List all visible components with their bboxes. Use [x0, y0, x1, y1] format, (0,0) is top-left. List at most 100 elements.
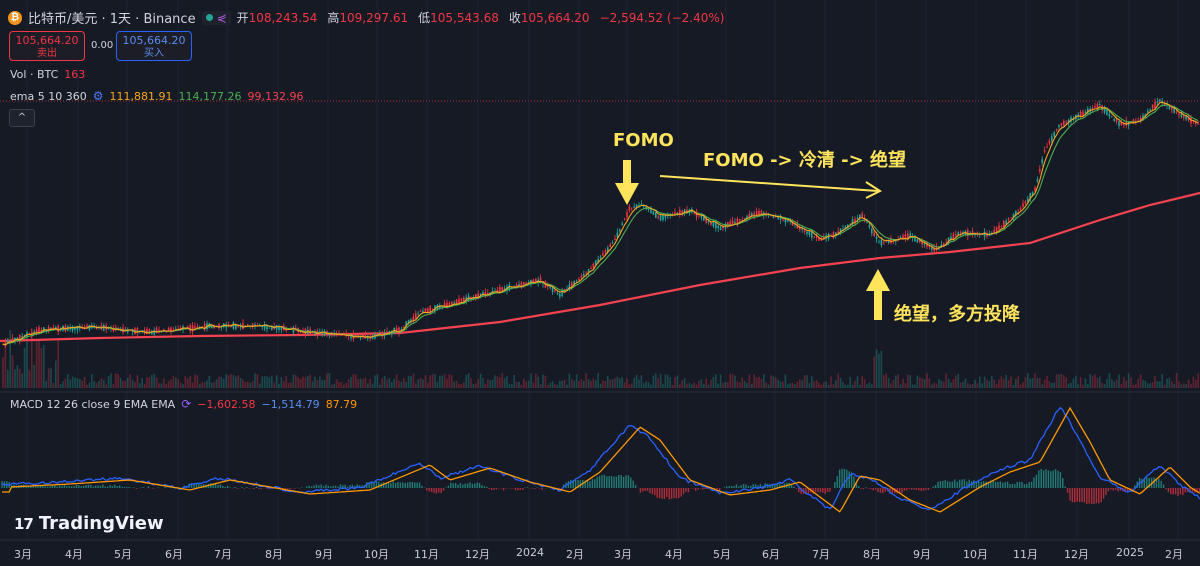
- macd-signal-line: [2, 406, 1200, 513]
- macd-hist-bar: [951, 481, 954, 488]
- candle-body: [371, 335, 374, 340]
- candle-body: [194, 326, 196, 329]
- volume-bar: [141, 378, 143, 388]
- macd-line: [1, 406, 1200, 511]
- volume-bar: [698, 380, 700, 388]
- macd-hist-bar: [1112, 488, 1114, 491]
- macd-hist-bar: [1026, 483, 1028, 488]
- volume-bar: [350, 376, 352, 388]
- time-axis-label: 8月: [863, 548, 881, 561]
- macd-hist-bar: [1131, 488, 1134, 489]
- macd-hist-bar: [44, 486, 46, 488]
- macd-hist-bar: [1033, 477, 1035, 488]
- macd-hist-bar: [1177, 488, 1179, 496]
- volume-bar: [1022, 382, 1024, 388]
- candle-body: [439, 305, 441, 309]
- volume-legend[interactable]: Vol · BTC 163: [10, 68, 85, 81]
- candle-body: [597, 258, 599, 263]
- volume-bar: [758, 376, 760, 388]
- macd-hist-bar: [32, 486, 34, 488]
- candle-body: [779, 216, 782, 220]
- sell-button[interactable]: 105,664.20 卖出: [9, 31, 85, 61]
- symbol-title[interactable]: 比特币/美元 · 1天 · Binance: [28, 12, 196, 27]
- macd-hist-bar: [214, 482, 217, 488]
- candle-body: [155, 328, 158, 334]
- volume-bar: [1029, 378, 1031, 388]
- macd-legend[interactable]: MACD 12 26 close 9 EMA EMA ⟳ −1,602.58 −…: [10, 397, 357, 411]
- candle-body: [883, 242, 885, 243]
- macd-hist-bar: [397, 481, 399, 488]
- volume-bar: [259, 383, 261, 388]
- macd-hist-bar: [210, 483, 212, 488]
- tradingview-logo[interactable]: 17 TradingView: [14, 513, 164, 534]
- volume-bar: [811, 376, 813, 388]
- macd-hist-bar: [836, 476, 838, 488]
- candle-body: [251, 323, 254, 328]
- candle-body: [1183, 116, 1185, 118]
- volume-bar: [455, 380, 458, 388]
- macd-hist-bar: [706, 488, 709, 490]
- settings-icon[interactable]: ⚙: [92, 89, 104, 103]
- macd-hist-bar: [1059, 472, 1062, 488]
- time-axis-label: 3月: [14, 548, 32, 561]
- candle-body: [1180, 113, 1183, 118]
- share-icon[interactable]: ⋞: [216, 10, 227, 25]
- volume-bar: [645, 381, 647, 388]
- candle-body: [518, 284, 520, 286]
- volume-bar: [431, 374, 434, 388]
- candle-body: [19, 335, 21, 341]
- macd-hist-bar: [200, 484, 202, 488]
- candle-body: [662, 214, 664, 221]
- macd-hist-bar: [1143, 478, 1146, 488]
- candle-body: [400, 328, 403, 331]
- volume-bar: [283, 381, 285, 388]
- candle-body: [955, 234, 957, 236]
- volume-bar: [23, 347, 26, 388]
- macd-hist-bar: [426, 488, 428, 491]
- volume-bar: [482, 378, 484, 388]
- candle-body: [878, 241, 880, 243]
- macd-line-value: −1,514.79: [261, 397, 320, 411]
- refresh-icon[interactable]: ⟳: [181, 397, 192, 411]
- macd-hist-bar: [486, 486, 488, 488]
- candle-body: [1022, 203, 1024, 207]
- candle-body: [871, 229, 873, 234]
- candle-body: [602, 253, 604, 256]
- volume-bar: [683, 378, 686, 388]
- volume-bar: [830, 376, 832, 388]
- volume-bar: [191, 382, 194, 388]
- macd-hist-bar: [402, 482, 404, 488]
- volume-bar: [885, 373, 887, 388]
- volume-bar: [719, 374, 722, 388]
- candle-body: [885, 241, 887, 242]
- macd-hist-bar: [642, 488, 644, 492]
- collapse-button[interactable]: ^: [9, 109, 35, 127]
- ema-legend[interactable]: ema 5 10 360 ⚙ 111,881.91 114,177.26 99,…: [10, 89, 303, 103]
- macd-hist-bar: [147, 486, 150, 488]
- macd-hist-bar: [1146, 477, 1148, 488]
- volume-bar: [355, 374, 357, 388]
- time-axis-label: 5月: [114, 548, 132, 561]
- macd-hist-bar: [716, 488, 718, 490]
- status-pill[interactable]: ⋞: [201, 10, 231, 25]
- macd-hist-bar: [740, 485, 742, 488]
- volume-bar: [947, 378, 950, 388]
- low-value: 105,543.68: [430, 10, 499, 25]
- volume-bar: [566, 384, 568, 388]
- macd-hist-bar: [1107, 488, 1110, 492]
- macd-hist-bar: [778, 483, 781, 488]
- macd-hist-bar: [286, 488, 289, 489]
- buy-button[interactable]: 105,664.20 买入: [116, 31, 192, 61]
- volume-bar: [710, 379, 712, 388]
- candle-body: [842, 228, 844, 230]
- macd-hist-bar: [195, 483, 198, 488]
- volume-bar: [976, 383, 979, 388]
- time-axis-label: 2024: [516, 546, 544, 559]
- candle-body: [1015, 210, 1017, 217]
- macd-hist-bar: [428, 488, 430, 492]
- macd-hist-bar: [310, 486, 313, 488]
- macd-hist-bar: [702, 488, 704, 490]
- macd-hist-bar: [97, 485, 99, 488]
- macd-hist-bar: [625, 475, 627, 488]
